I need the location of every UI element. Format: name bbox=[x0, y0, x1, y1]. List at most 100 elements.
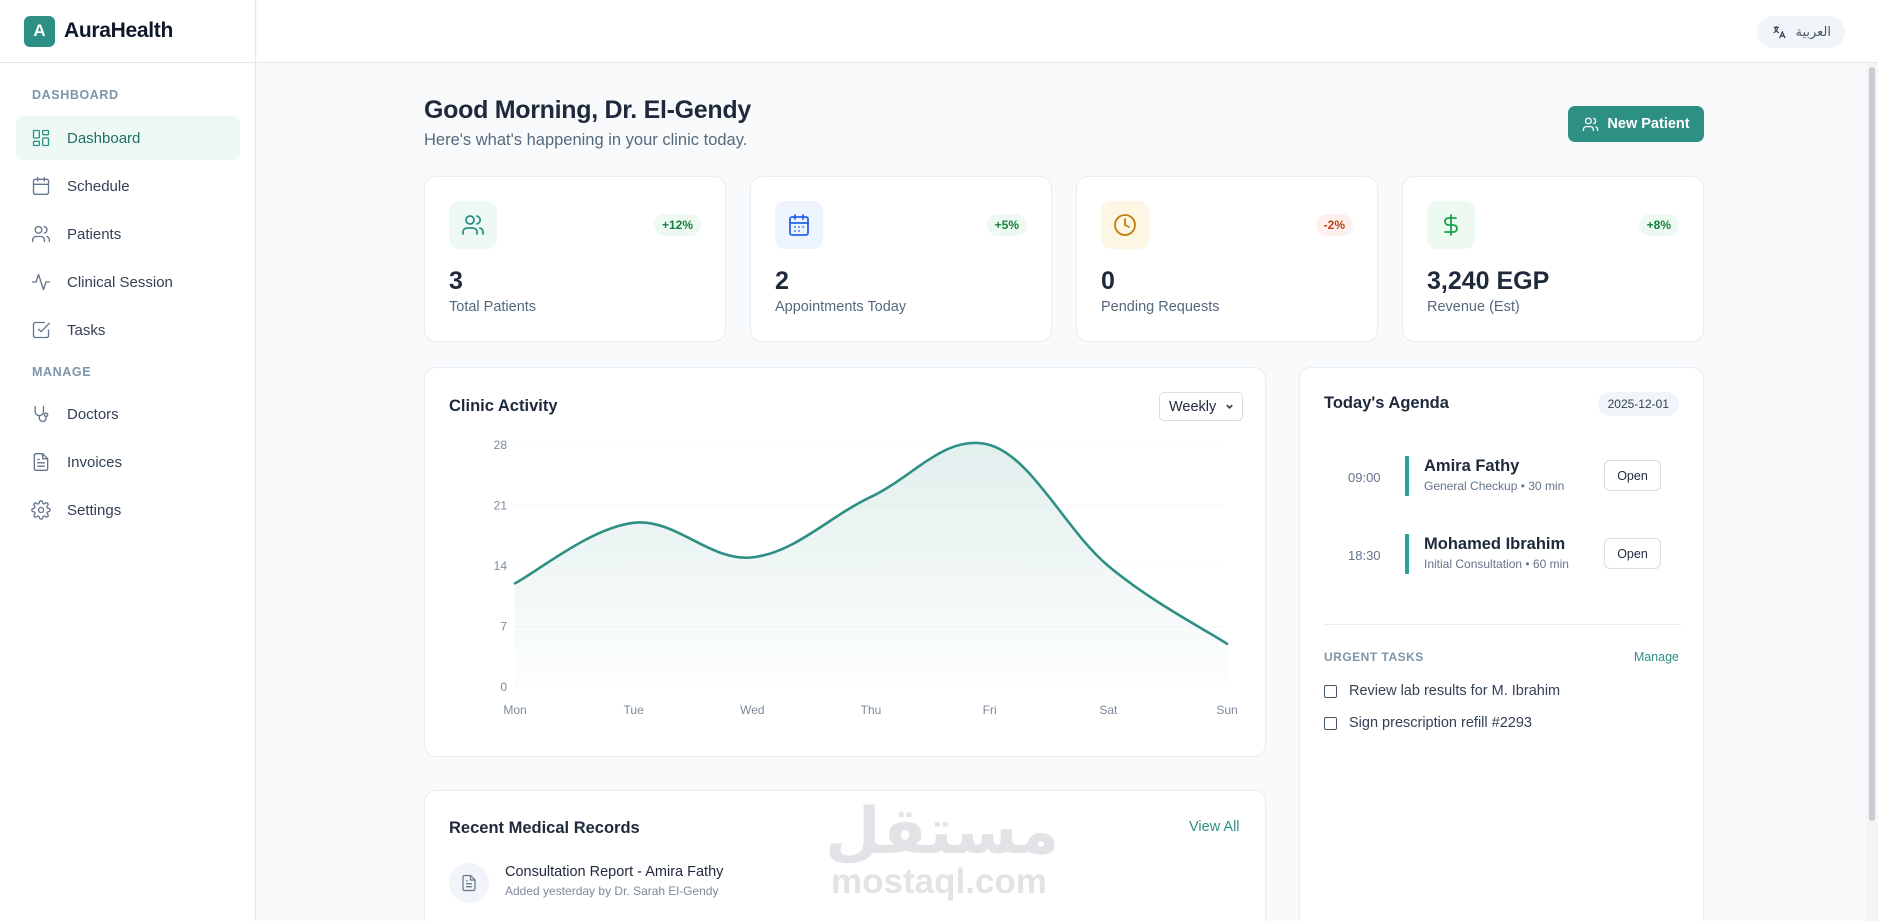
sidebar-item-invoices[interactable]: Invoices bbox=[16, 440, 240, 484]
sidebar-item-settings[interactable]: Settings bbox=[16, 488, 240, 532]
open-appointment-button[interactable]: Open bbox=[1604, 538, 1661, 569]
sidebar-item-clinical-session[interactable]: Clinical Session bbox=[16, 260, 240, 304]
sidebar-item-label: Tasks bbox=[67, 321, 106, 339]
stat-change-badge: +8% bbox=[1638, 214, 1679, 236]
sidebar-item-label: Settings bbox=[67, 501, 122, 519]
calendar-icon bbox=[32, 177, 50, 195]
stat-card-total-patients: +12% 3 Total Patients bbox=[424, 176, 726, 342]
sidebar-item-label: Clinical Session bbox=[67, 273, 173, 291]
stat-icon-wrap bbox=[1427, 201, 1475, 249]
clock-icon bbox=[1114, 214, 1136, 236]
activity-chart: 0 7 14 21 28 Mon Tue Wed Thu Fri Sat Sun bbox=[494, 438, 1238, 717]
task-checkbox[interactable] bbox=[1324, 716, 1337, 730]
clinic-activity-card: Clinic Activity Weekly 0 7 14 21 28 Mon Tue Wed… bbox=[424, 367, 1266, 757]
chart-card-title: Clinic Activity bbox=[449, 397, 558, 415]
y-tick-label: 0 bbox=[500, 680, 507, 694]
stat-icon-wrap bbox=[775, 201, 823, 249]
translate-icon bbox=[1773, 26, 1787, 39]
task-checkbox[interactable] bbox=[1324, 684, 1337, 698]
urgent-tasks-heading: URGENT TASKS bbox=[1324, 650, 1424, 664]
checkbox-icon bbox=[32, 321, 50, 339]
y-tick-label: 21 bbox=[494, 499, 508, 513]
record-subtitle: Added yesterday by Dr. Sarah El-Gendy bbox=[505, 884, 719, 898]
records-card-title: Recent Medical Records bbox=[449, 819, 640, 837]
sidebar-item-label: Schedule bbox=[67, 177, 130, 195]
page-subtitle: Here's what's happening in your clinic t… bbox=[424, 131, 748, 149]
sidebar-item-schedule[interactable]: Schedule bbox=[16, 164, 240, 208]
stat-value: 3,240 EGP bbox=[1427, 267, 1550, 295]
agenda-divider bbox=[1324, 624, 1681, 625]
brand-logo: A bbox=[24, 15, 55, 47]
stat-change-badge: +12% bbox=[653, 214, 701, 236]
stat-value: 2 bbox=[775, 267, 789, 295]
stat-value: 3 bbox=[449, 267, 463, 295]
sidebar: A AuraHealth DASHBOARD Dashboard Schedul… bbox=[0, 0, 256, 921]
urgent-task-item: Sign prescription refill #2293 bbox=[1324, 713, 1532, 733]
sidebar-item-label: Invoices bbox=[67, 453, 123, 471]
sidebar-item-label: Dashboard bbox=[67, 129, 141, 147]
task-label: Sign prescription refill #2293 bbox=[1349, 715, 1532, 731]
new-patient-button[interactable]: New Patient bbox=[1568, 106, 1704, 142]
stat-label: Revenue (Est) bbox=[1427, 299, 1520, 315]
appointment-time: 18:30 bbox=[1348, 548, 1381, 563]
x-tick-label: Mon bbox=[503, 703, 526, 717]
stat-value: 0 bbox=[1101, 267, 1115, 295]
appointment-patient-name: Amira Fathy bbox=[1424, 457, 1520, 475]
sidebar-item-label: Patients bbox=[67, 225, 122, 243]
x-tick-label: Wed bbox=[740, 703, 764, 717]
dollar-icon bbox=[1444, 214, 1458, 236]
manage-tasks-link[interactable]: Manage bbox=[1633, 650, 1679, 664]
urgent-task-item: Review lab results for M. Ibrahim bbox=[1324, 681, 1560, 701]
period-select[interactable]: Weekly bbox=[1159, 392, 1243, 421]
record-icon-wrap bbox=[449, 863, 489, 903]
appointment-time: 09:00 bbox=[1348, 470, 1381, 485]
chart-area-fill bbox=[515, 442, 1227, 687]
x-tick-label: Tue bbox=[624, 703, 645, 717]
record-title[interactable]: Consultation Report - Amira Fathy bbox=[505, 864, 724, 880]
language-label: العربية bbox=[1795, 24, 1831, 39]
stat-label: Pending Requests bbox=[1101, 299, 1220, 315]
stethoscope-icon bbox=[34, 405, 49, 423]
recent-records-card: Recent Medical Records View All Consulta… bbox=[424, 790, 1266, 921]
nav-section-manage: MANAGE bbox=[32, 365, 92, 379]
task-label: Review lab results for M. Ibrahim bbox=[1349, 683, 1561, 699]
calendar-icon bbox=[789, 214, 809, 236]
appointment-detail: General Checkup • 30 min bbox=[1424, 479, 1565, 493]
stat-card-appointments-today: +5% 2 Appointments Today bbox=[750, 176, 1052, 342]
appointment-accent-bar bbox=[1405, 456, 1409, 496]
users-icon bbox=[1583, 116, 1599, 131]
page-scrollbar[interactable] bbox=[1866, 63, 1878, 921]
view-all-link[interactable]: View All bbox=[1189, 819, 1240, 835]
brand-name: AuraHealth bbox=[64, 19, 174, 42]
chart-series-line bbox=[513, 441, 1229, 646]
stat-label: Total Patients bbox=[449, 299, 537, 315]
x-tick-label: Fri bbox=[983, 703, 997, 717]
x-tick-label: Sun bbox=[1216, 703, 1237, 717]
sidebar-item-label: Doctors bbox=[67, 405, 119, 423]
agenda-appointment: 18:30 Mohamed Ibrahim Initial Consultati… bbox=[1300, 534, 1705, 580]
sidebar-item-patients[interactable]: Patients bbox=[16, 212, 240, 256]
new-patient-label: New Patient bbox=[1607, 116, 1690, 132]
page-title: Good Morning, Dr. El-Gendy bbox=[424, 96, 751, 124]
agenda-appointment: 09:00 Amira Fathy General Checkup • 30 m… bbox=[1300, 456, 1705, 502]
x-tick-label: Thu bbox=[861, 703, 882, 717]
stat-card-revenue: +8% 3,240 EGP Revenue (Est) bbox=[1402, 176, 1704, 342]
sidebar-item-dashboard[interactable]: Dashboard bbox=[16, 116, 240, 160]
appointment-detail: Initial Consultation • 60 min bbox=[1424, 557, 1569, 571]
sidebar-item-tasks[interactable]: Tasks bbox=[16, 308, 240, 352]
gear-icon bbox=[31, 500, 51, 520]
stat-icon-wrap bbox=[1101, 201, 1149, 249]
agenda-card: Today's Agenda 2025-12-01 09:00 Amira Fa… bbox=[1299, 367, 1704, 921]
agenda-title: Today's Agenda bbox=[1324, 394, 1449, 412]
scrollbar-thumb[interactable] bbox=[1869, 67, 1875, 821]
period-select-value: Weekly bbox=[1169, 398, 1217, 415]
open-appointment-button[interactable]: Open bbox=[1604, 460, 1661, 491]
users-icon bbox=[31, 225, 51, 243]
file-text-icon bbox=[33, 453, 49, 471]
language-toggle-button[interactable]: العربية bbox=[1757, 16, 1845, 48]
stat-card-pending-requests: -2% 0 Pending Requests bbox=[1076, 176, 1378, 342]
stat-icon-wrap bbox=[449, 201, 497, 249]
sidebar-item-doctors[interactable]: Doctors bbox=[16, 392, 240, 436]
stat-change-badge: -2% bbox=[1315, 214, 1353, 236]
brand[interactable]: A AuraHealth bbox=[0, 0, 255, 63]
